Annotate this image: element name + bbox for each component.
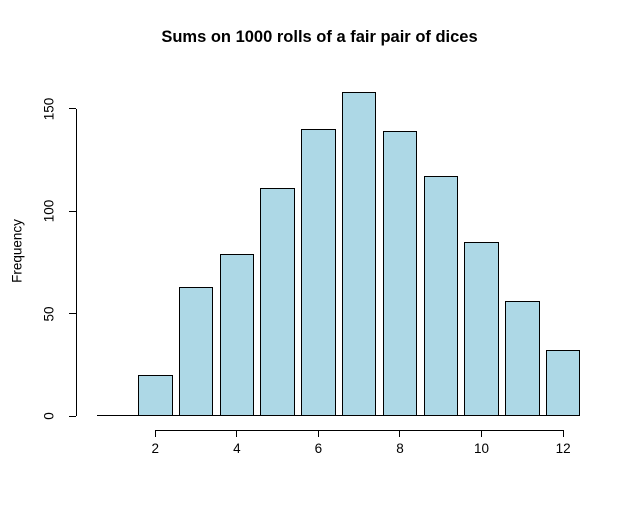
bar-sum-4 — [219, 254, 255, 416]
x-tick-label: 12 — [555, 441, 571, 456]
bar-sum-5 — [260, 188, 295, 416]
y-axis-tick — [69, 415, 76, 417]
y-axis-tick — [69, 313, 76, 314]
baseline — [97, 415, 580, 416]
x-tick-label: 2 — [151, 441, 160, 456]
bar-sum-12 — [545, 350, 581, 416]
bar-sum-6 — [301, 129, 336, 416]
bar-sum-10 — [464, 241, 499, 416]
x-axis-tick — [481, 431, 483, 437]
y-tick-label: 150 — [41, 97, 57, 120]
chart-title: Sums on 1000 rolls of a fair pair of dic… — [161, 28, 478, 46]
bar-sum-2 — [138, 375, 173, 416]
x-tick-label: 6 — [314, 441, 323, 456]
x-axis-tick — [236, 431, 238, 437]
y-tick-label: 100 — [41, 199, 57, 223]
y-axis-tick — [69, 108, 76, 109]
bar-sum-11 — [505, 301, 540, 416]
x-tick-label: 8 — [396, 441, 404, 456]
x-tick-label: 10 — [474, 441, 490, 456]
x-axis-tick — [399, 431, 401, 437]
x-axis-line — [154, 430, 564, 431]
y-tick-label: 0 — [41, 412, 57, 420]
x-axis-tick — [562, 431, 564, 437]
y-axis-line — [76, 108, 77, 416]
y-tick-label: 50 — [41, 305, 57, 322]
bar-sum-9 — [423, 176, 458, 416]
bar-sum-7 — [341, 92, 377, 416]
bar-sum-8 — [382, 131, 418, 416]
y-axis-tick — [69, 210, 76, 212]
x-tick-label: 4 — [233, 441, 241, 456]
x-axis-tick — [317, 431, 319, 437]
x-axis-tick — [154, 431, 156, 437]
bar-sum-3 — [178, 286, 214, 416]
